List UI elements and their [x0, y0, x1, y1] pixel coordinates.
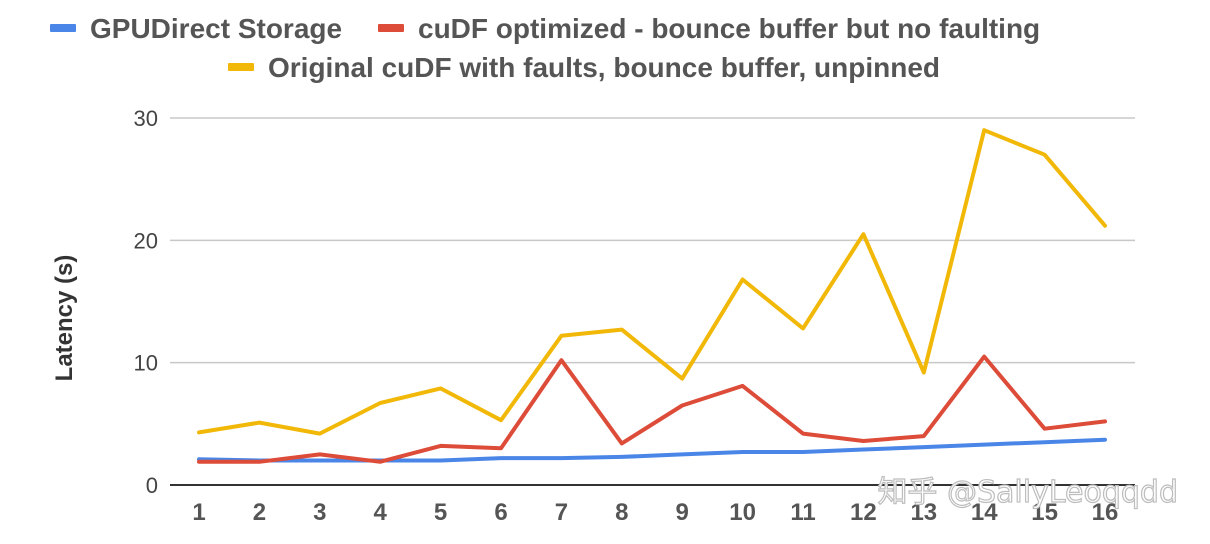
x-tick-label: 7 [555, 499, 568, 526]
x-tick-label: 16 [1092, 499, 1119, 526]
legend-label-1: GPUDirect Storage [90, 13, 342, 44]
watermark: 知乎 @SallyLeoqqdd [877, 475, 1178, 510]
legend-swatch-1 [50, 24, 76, 32]
y-axis-ticks: 0 10 20 30 [134, 106, 158, 498]
x-tick-label: 5 [434, 499, 447, 526]
x-tick-label: 11 [790, 499, 815, 526]
x-tick-label: 14 [971, 499, 998, 526]
x-tick-label: 10 [729, 499, 756, 526]
x-tick-label: 13 [910, 499, 937, 526]
legend: GPUDirect Storage cuDF optimized - bounce… [50, 13, 1040, 83]
x-tick-label: 6 [494, 499, 507, 526]
gridlines [170, 117, 1135, 486]
x-tick-label: 8 [615, 499, 628, 526]
y-tick-label: 30 [134, 106, 158, 131]
x-tick-label: 4 [374, 499, 388, 526]
y-tick-label: 0 [146, 473, 158, 498]
legend-label-2: cuDF optimized - bounce buffer but no fa… [418, 13, 1040, 44]
y-tick-label: 10 [134, 351, 158, 376]
legend-swatch-2 [378, 24, 404, 32]
series-line-2 [197, 354, 1107, 464]
legend-label-3: Original cuDF with faults, bounce buffer… [268, 52, 940, 83]
y-tick-label: 20 [134, 228, 158, 253]
x-tick-label: 2 [253, 499, 266, 526]
x-tick-label: 3 [313, 499, 326, 526]
x-tick-label: 15 [1031, 499, 1058, 526]
series-line-3 [197, 128, 1107, 436]
x-tick-label: 12 [850, 499, 877, 526]
y-axis-label: Latency (s) [51, 255, 78, 382]
series-line-1 [197, 437, 1107, 463]
x-tick-label: 9 [676, 499, 689, 526]
legend-swatch-3 [228, 63, 254, 71]
x-axis-ticks: 1 2 3 4 5 6 7 8 9 10 11 12 13 14 15 16 [192, 499, 1118, 526]
x-tick-label: 1 [192, 499, 205, 526]
series-lines [197, 128, 1107, 464]
